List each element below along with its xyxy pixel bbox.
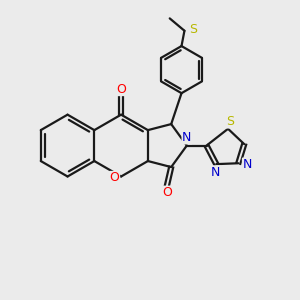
Text: N: N [211, 166, 220, 179]
Text: O: O [162, 186, 172, 199]
Text: O: O [116, 82, 126, 95]
Text: O: O [110, 172, 120, 184]
Text: N: N [182, 131, 191, 144]
Text: S: S [226, 115, 234, 128]
Text: N: N [242, 158, 252, 171]
Text: S: S [189, 23, 197, 36]
